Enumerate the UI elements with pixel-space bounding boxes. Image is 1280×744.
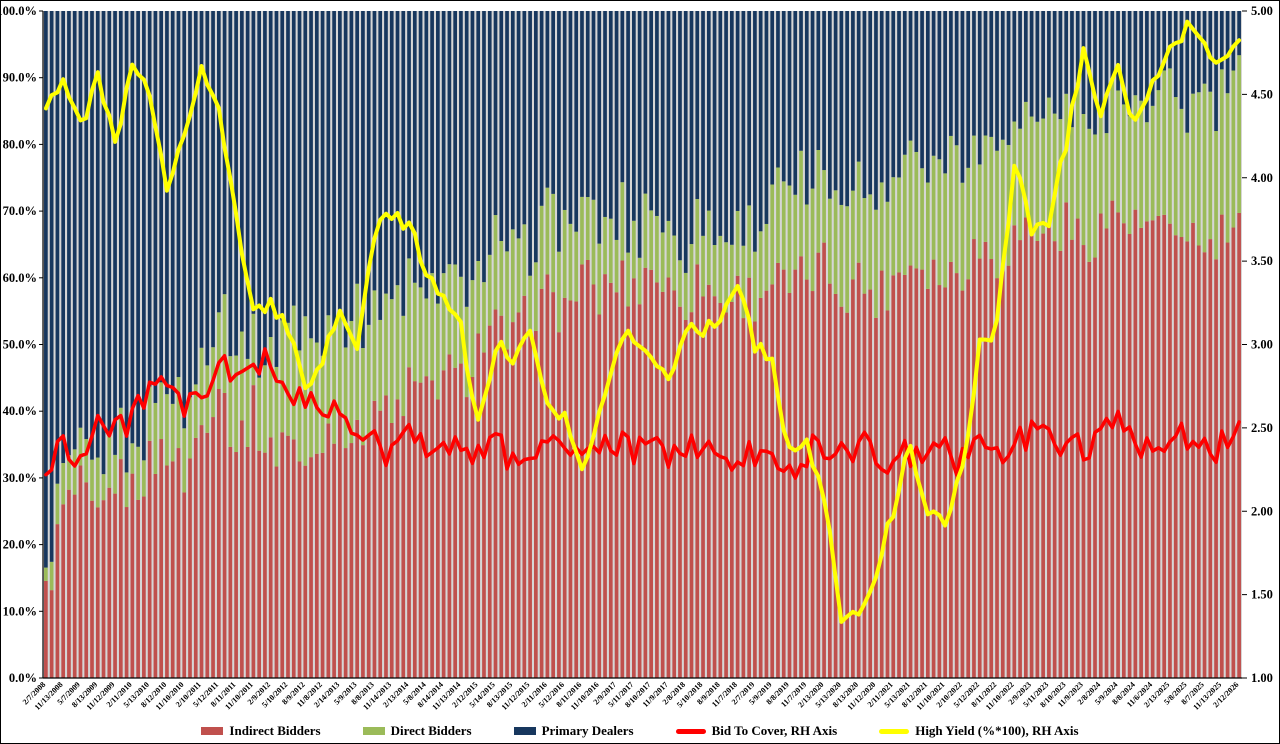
right-axis-tick-label: 3.00 <box>1251 338 1273 352</box>
left-axis-tick-label: 40.0% <box>3 404 37 418</box>
left-axis-tick-label: 50.0% <box>3 338 37 352</box>
indirect-bidders-swatch <box>201 727 224 735</box>
legend-item-primary-dealers: Primary Dealers <box>513 723 634 739</box>
right-axis-tick-label: 3.50 <box>1251 254 1273 268</box>
bid-to-cover-line <box>44 347 1241 480</box>
x-axis-labels: 2/7/200811/13/20085/7/20098/13/200911/12… <box>21 680 1241 712</box>
direct-bidders-bars <box>44 55 1241 591</box>
left-axis: 100.0% 90.0% 80.0% 70.0% 60.0% 50.0% 40.0% 30.0… <box>1 4 43 685</box>
left-axis-tick-label: 30.0% <box>3 471 37 485</box>
high-yield-line <box>43 19 1242 624</box>
direct-bidders-swatch <box>362 727 385 735</box>
high-yield-line-swatch <box>879 728 910 734</box>
primary-dealers-swatch <box>513 727 536 735</box>
right-axis-tick-label: 5.00 <box>1251 4 1273 18</box>
left-axis-tick-label: 70.0% <box>3 204 37 218</box>
legend-label-high-yield: High Yield (%*100), RH Axis <box>915 723 1079 738</box>
left-axis-tick-label: 20.0% <box>3 538 37 552</box>
legend-item-high-yield: High Yield (%*100), RH Axis <box>879 723 1079 739</box>
right-axis-tick-label: 4.00 <box>1251 171 1273 185</box>
right-axis: 5.00 4.50 4.00 3.50 3.00 2.50 2.00 1.50 1.00 <box>1242 4 1273 685</box>
left-axis-tick-label: 0.0% <box>9 671 37 685</box>
right-axis-tick-label: 1.50 <box>1251 588 1273 602</box>
left-axis-tick-label: 80.0% <box>3 137 37 151</box>
left-axis-tick-label: 90.0% <box>3 71 37 85</box>
right-axis-tick-label: 2.00 <box>1251 504 1273 518</box>
right-axis-tick-label: 2.50 <box>1251 421 1273 435</box>
legend-item-bid-to-cover: Bid To Cover, RH Axis <box>675 723 838 739</box>
left-axis-tick-label: 10.0% <box>3 604 37 618</box>
legend-item-direct-bidders: Direct Bidders <box>362 723 472 739</box>
legend-label-direct-bidders: Direct Bidders <box>390 723 472 738</box>
bid-to-cover-line-swatch <box>675 728 706 734</box>
legend-label-primary-dealers: Primary Dealers <box>541 723 634 738</box>
legend-label-indirect-bidders: Indirect Bidders <box>229 723 321 738</box>
primary-dealers-bars <box>44 11 1241 568</box>
right-axis-tick-label: 1.00 <box>1251 671 1273 685</box>
legend-label-bid-to-cover: Bid To Cover, RH Axis <box>711 723 838 738</box>
chart-legend: Indirect Bidders Direct Bidders Primary … <box>1 720 1279 742</box>
left-axis-tick-label: 100.0% <box>1 4 37 18</box>
left-axis-tick-label: 60.0% <box>3 271 37 285</box>
legend-item-indirect-bidders: Indirect Bidders <box>201 723 321 739</box>
right-axis-tick-label: 4.50 <box>1251 87 1273 101</box>
